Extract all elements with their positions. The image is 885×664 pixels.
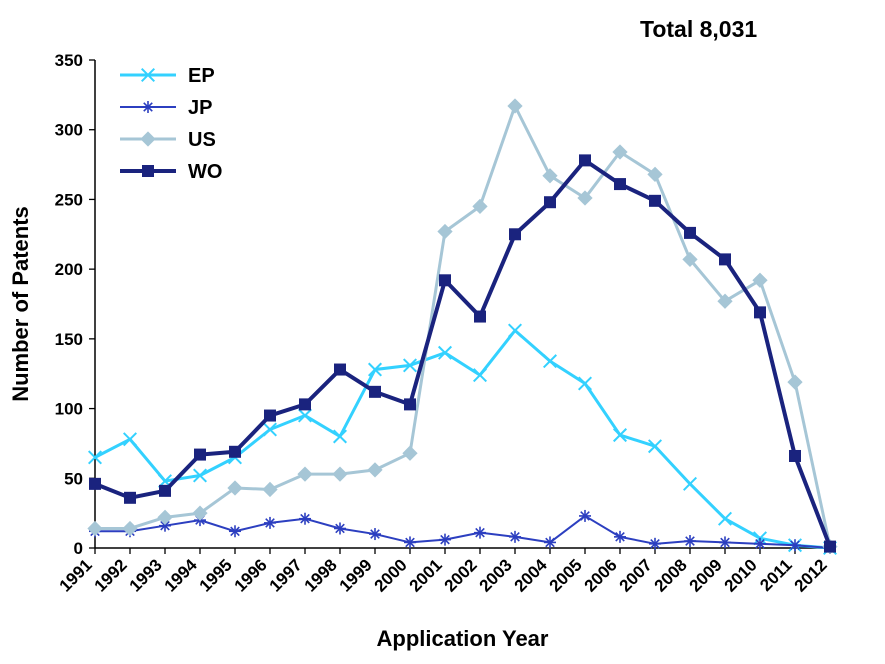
svg-text:Number of Patents: Number of Patents [8,206,33,402]
svg-text:350: 350 [55,51,83,70]
svg-text:2010: 2010 [721,555,761,595]
svg-text:2006: 2006 [581,555,621,595]
svg-text:1997: 1997 [266,555,306,595]
svg-text:1996: 1996 [231,555,271,595]
svg-text:US: US [188,129,216,151]
svg-text:100: 100 [55,400,83,419]
svg-text:2008: 2008 [651,555,691,595]
svg-text:2007: 2007 [616,555,656,595]
legend: EP JP US WO [120,65,222,183]
svg-text:WO: WO [188,161,222,183]
svg-text:200: 200 [55,260,83,279]
svg-text:2000: 2000 [371,555,411,595]
series-WO [90,155,836,552]
svg-text:1991: 1991 [56,555,96,595]
svg-text:2005: 2005 [546,555,586,595]
svg-text:1995: 1995 [196,555,236,595]
svg-text:1998: 1998 [301,555,341,595]
total-count-label: Total 8,031 [640,16,757,43]
svg-text:1994: 1994 [161,555,202,596]
svg-text:Application Year: Application Year [377,626,549,651]
svg-text:2012: 2012 [791,555,831,595]
svg-text:2011: 2011 [756,555,796,595]
svg-text:2003: 2003 [476,555,516,595]
svg-text:JP: JP [188,97,212,119]
svg-text:1999: 1999 [336,555,376,595]
chart-svg: 050100150200250300350Number of Patents19… [0,0,885,664]
svg-text:2004: 2004 [511,555,552,596]
svg-text:2001: 2001 [406,555,446,595]
svg-text:2009: 2009 [686,555,726,595]
patent-trend-chart: Total 8,031 050100150200250300350Number … [0,0,885,664]
svg-text:250: 250 [55,190,83,209]
svg-text:300: 300 [55,121,83,140]
svg-text:1992: 1992 [91,555,131,595]
svg-text:EP: EP [188,65,215,87]
svg-text:150: 150 [55,330,83,349]
svg-text:50: 50 [64,469,83,488]
svg-text:2002: 2002 [441,555,481,595]
svg-text:1993: 1993 [126,555,166,595]
